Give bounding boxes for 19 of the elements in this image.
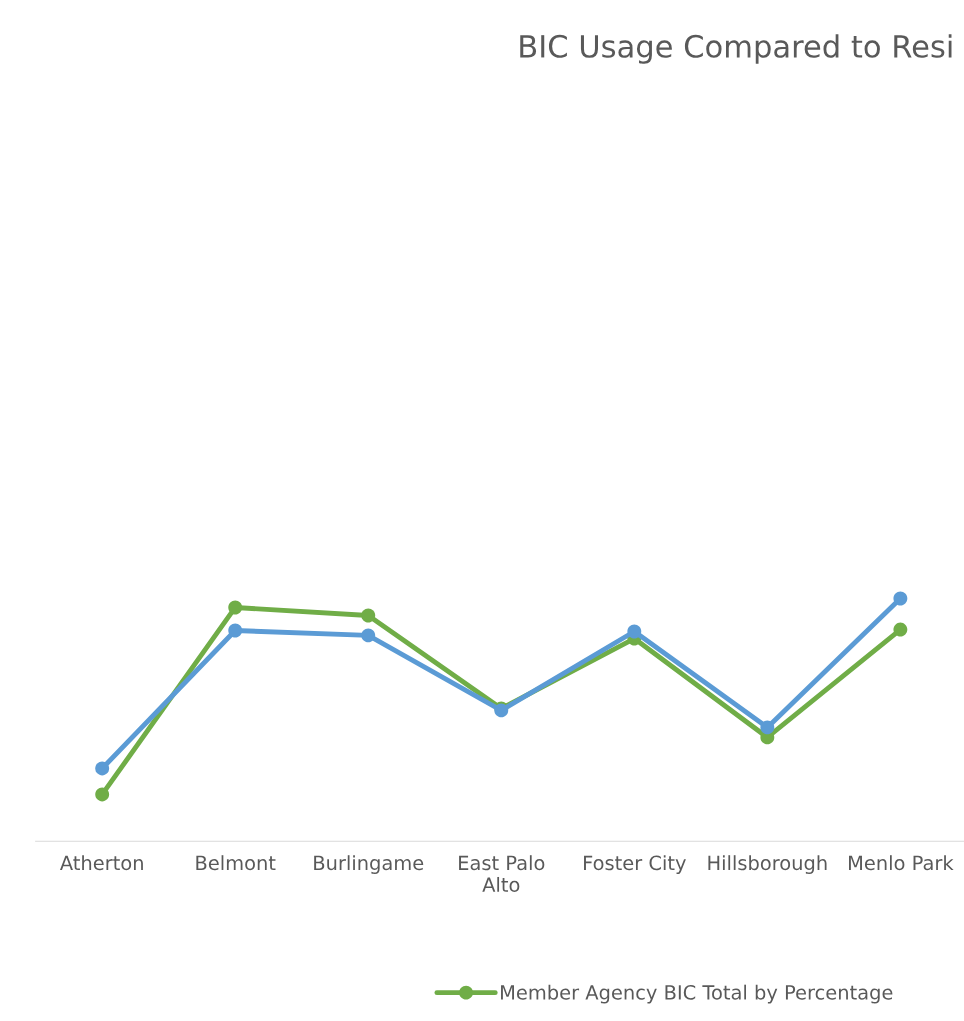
chart-title: BIC Usage Compared to Resi: [520, 34, 952, 64]
legend-label: Member Agency BIC Total by Percentage: [501, 984, 893, 1004]
point: [760, 720, 775, 735]
x-tick-label: Hillsborough: [708, 855, 827, 875]
point: [95, 787, 110, 802]
point: [893, 622, 908, 637]
x-tick-label: Burlingame: [314, 855, 424, 875]
point: [361, 608, 376, 623]
point: [95, 761, 110, 776]
point: [627, 624, 642, 639]
x-tick-label: Atherton: [59, 855, 143, 871]
point: [228, 600, 243, 615]
point: [361, 628, 376, 643]
x-tick-label: East Palo Alto: [459, 855, 545, 893]
x-tick-label: Belmont: [196, 855, 276, 871]
x-tick-label: Menlo Park: [849, 855, 954, 871]
x-tick-label: Foster City: [584, 855, 686, 875]
point: [893, 591, 908, 606]
point: [228, 623, 243, 638]
